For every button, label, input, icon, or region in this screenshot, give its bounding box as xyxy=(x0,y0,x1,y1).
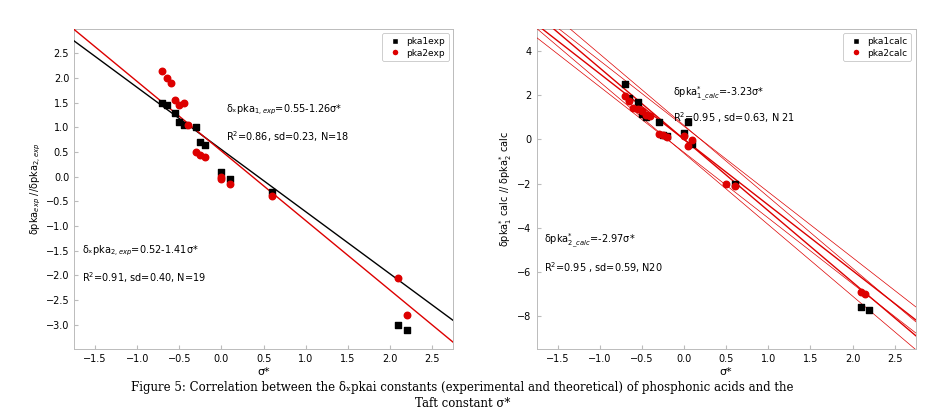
Text: δpka$^{*}_{2\_calc}$=-2.97σ*: δpka$^{*}_{2\_calc}$=-2.97σ* xyxy=(544,232,635,250)
Y-axis label: δpka$^{*}_{1}$ calc // δpka$^{*}_{2}$ calc: δpka$^{*}_{1}$ calc // δpka$^{*}_{2}$ ca… xyxy=(498,131,514,247)
pka2calc xyxy=(651,131,666,137)
pka2calc xyxy=(622,97,636,104)
X-axis label: σ*: σ* xyxy=(257,367,270,377)
pka1calc xyxy=(638,114,653,120)
pka2calc xyxy=(854,289,869,295)
Text: δₓpka$_{2,exp}$=0.52-1.41σ*: δₓpka$_{2,exp}$=0.52-1.41σ* xyxy=(81,244,198,258)
pka1exp xyxy=(176,122,191,128)
pka1calc xyxy=(651,118,666,125)
pka2calc xyxy=(727,182,742,189)
pka2calc xyxy=(719,180,734,187)
pka2exp xyxy=(172,102,187,109)
pka2exp xyxy=(167,97,182,104)
Text: R$^{2}$=0.95 , sd=0.63, N 21: R$^{2}$=0.95 , sd=0.63, N 21 xyxy=(673,110,795,125)
pka2exp xyxy=(223,181,238,187)
pka1calc xyxy=(862,306,877,313)
pka2exp xyxy=(164,80,179,86)
Text: R$^{2}$=0.86, sd=0.23, N=18: R$^{2}$=0.86, sd=0.23, N=18 xyxy=(226,129,349,144)
pka2calc xyxy=(638,112,653,118)
pka1calc xyxy=(656,132,671,138)
pka2exp xyxy=(197,154,212,160)
pka2exp xyxy=(180,122,195,128)
Text: Taft constant σ*: Taft constant σ* xyxy=(414,397,511,410)
pka1exp xyxy=(400,326,414,333)
pka2exp xyxy=(391,275,406,281)
pka2calc xyxy=(656,132,671,138)
pka1exp xyxy=(193,139,208,145)
pka2calc xyxy=(660,134,674,141)
pka2exp xyxy=(155,67,170,74)
Text: δₓpka$_{1,exp}$=0.55-1.26σ*: δₓpka$_{1,exp}$=0.55-1.26σ* xyxy=(226,102,342,117)
pka1calc xyxy=(676,129,691,136)
pka2calc xyxy=(643,113,658,119)
pka2calc xyxy=(630,106,645,113)
Legend: pka1calc, pka2calc: pka1calc, pka2calc xyxy=(843,33,911,61)
pka1exp xyxy=(172,119,187,126)
pka1calc xyxy=(635,111,649,117)
Text: δpka$^{*}_{1\_calc}$=-3.23σ*: δpka$^{*}_{1\_calc}$=-3.23σ* xyxy=(673,85,764,103)
pka1exp xyxy=(197,141,212,148)
pka1calc xyxy=(685,141,700,147)
pka2calc xyxy=(676,133,691,139)
pka1calc xyxy=(727,180,742,187)
Text: Figure 5: Correlation between the δₓpkai constants (experimental and theoretical: Figure 5: Correlation between the δₓpkai… xyxy=(131,381,794,394)
pka1calc xyxy=(618,81,633,87)
pka1exp xyxy=(167,109,182,116)
pka2exp xyxy=(265,193,279,200)
pka2exp xyxy=(214,173,228,180)
pka1exp xyxy=(159,102,174,109)
Legend: pka1exp, pka2exp: pka1exp, pka2exp xyxy=(382,33,449,61)
pka1exp xyxy=(391,321,406,328)
pka2exp xyxy=(193,151,208,158)
pka2exp xyxy=(176,99,191,106)
pka1calc xyxy=(630,99,645,105)
pka1exp xyxy=(214,169,228,175)
pka1calc xyxy=(622,95,636,102)
pka2exp xyxy=(400,312,414,318)
pka2calc xyxy=(857,291,872,298)
pka2calc xyxy=(681,143,696,149)
pka1calc xyxy=(660,133,674,139)
pka1calc xyxy=(681,118,696,125)
X-axis label: σ*: σ* xyxy=(720,367,733,377)
pka2calc xyxy=(618,93,633,99)
pka2calc xyxy=(626,105,641,112)
pka1exp xyxy=(155,99,170,106)
pka2exp xyxy=(214,176,228,182)
pka2calc xyxy=(635,107,649,114)
Y-axis label: δpka$_{exp}$ //δpka$_{2,exp}$: δpka$_{exp}$ //δpka$_{2,exp}$ xyxy=(29,143,43,235)
pka1calc xyxy=(854,304,869,311)
pka2exp xyxy=(189,149,204,155)
pka2calc xyxy=(685,137,700,144)
pka1exp xyxy=(265,188,279,195)
pka1exp xyxy=(189,124,204,131)
pka2exp xyxy=(159,75,174,81)
Text: R$^{2}$=0.91, sd=0.40, N=19: R$^{2}$=0.91, sd=0.40, N=19 xyxy=(81,270,205,285)
Text: R$^{2}$=0.95 , sd=0.59, N20: R$^{2}$=0.95 , sd=0.59, N20 xyxy=(544,261,662,275)
pka1exp xyxy=(223,176,238,182)
